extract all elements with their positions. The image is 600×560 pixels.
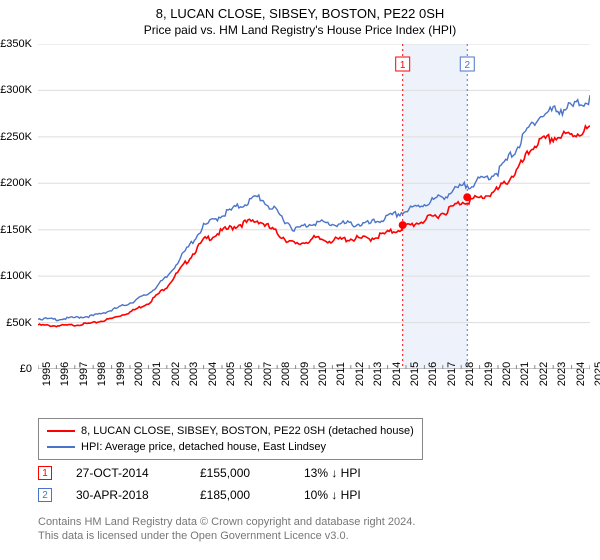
x-tick-label: 2017 <box>446 362 458 386</box>
x-tick-label: 2022 <box>538 362 550 386</box>
svg-text:2: 2 <box>464 60 470 71</box>
y-tick-label: £0 <box>20 363 32 375</box>
sale-price: £185,000 <box>200 488 280 502</box>
x-tick-label: 2014 <box>391 362 403 386</box>
x-tick-label: 2024 <box>575 362 587 386</box>
legend-swatch <box>47 446 75 448</box>
x-tick-label: 2004 <box>207 362 219 386</box>
attribution: Contains HM Land Registry data © Crown c… <box>38 515 415 543</box>
x-tick-label: 2015 <box>409 362 421 386</box>
y-tick-label: £250K <box>0 131 32 143</box>
legend: 8, LUCAN CLOSE, SIBSEY, BOSTON, PE22 0SH… <box>38 418 423 460</box>
x-tick-label: 2002 <box>170 362 182 386</box>
y-tick-label: £200K <box>0 177 32 189</box>
page-title: 8, LUCAN CLOSE, SIBSEY, BOSTON, PE22 0SH <box>0 0 600 21</box>
x-tick-label: 1995 <box>41 362 53 386</box>
x-tick-label: 1997 <box>78 362 90 386</box>
y-tick-label: £50K <box>6 317 32 329</box>
x-tick-label: 2018 <box>464 362 476 386</box>
sale-date: 27-OCT-2014 <box>76 466 176 480</box>
attribution-line: Contains HM Land Registry data © Crown c… <box>38 515 415 529</box>
legend-item: HPI: Average price, detached house, East… <box>47 439 414 455</box>
x-tick-label: 2009 <box>299 362 311 386</box>
x-tick-label: 2021 <box>519 362 531 386</box>
x-tick-label: 2013 <box>372 362 384 386</box>
sale-delta: 13% ↓ HPI <box>304 466 361 480</box>
x-tick-label: 1996 <box>59 362 71 386</box>
x-tick-label: 2010 <box>317 362 329 386</box>
x-tick-label: 2020 <box>501 362 513 386</box>
sale-marker: 2 <box>38 488 52 502</box>
svg-text:1: 1 <box>400 60 406 71</box>
sale-delta: 10% ↓ HPI <box>304 488 361 502</box>
x-tick-label: 2025 <box>593 362 600 386</box>
x-tick-label: 1999 <box>115 362 127 386</box>
legend-swatch <box>47 430 75 432</box>
page-subtitle: Price paid vs. HM Land Registry's House … <box>0 21 600 37</box>
legend-item: 8, LUCAN CLOSE, SIBSEY, BOSTON, PE22 0SH… <box>47 423 414 439</box>
table-row: 2 30-APR-2018 £185,000 10% ↓ HPI <box>38 484 361 506</box>
sale-price: £155,000 <box>200 466 280 480</box>
x-tick-label: 2016 <box>427 362 439 386</box>
y-tick-label: £350K <box>0 38 32 50</box>
x-tick-label: 2019 <box>483 362 495 386</box>
x-tick-label: 2005 <box>225 362 237 386</box>
y-tick-label: £100K <box>0 270 32 282</box>
line-chart: 12 <box>38 44 590 369</box>
table-row: 1 27-OCT-2014 £155,000 13% ↓ HPI <box>38 462 361 484</box>
x-tick-label: 2012 <box>354 362 366 386</box>
y-tick-label: £150K <box>0 224 32 236</box>
sale-date: 30-APR-2018 <box>76 488 176 502</box>
x-tick-label: 2023 <box>556 362 568 386</box>
x-tick-label: 2011 <box>335 362 347 386</box>
attribution-line: This data is licensed under the Open Gov… <box>38 529 415 543</box>
x-tick-label: 2007 <box>262 362 274 386</box>
x-tick-label: 2003 <box>188 362 200 386</box>
y-tick-label: £300K <box>0 84 32 96</box>
x-tick-label: 1998 <box>96 362 108 386</box>
chart-area: 12 £0£50K£100K£150K£200K£250K£300K£350K1… <box>38 44 590 369</box>
x-tick-label: 2008 <box>280 362 292 386</box>
sale-marker: 1 <box>38 466 52 480</box>
x-tick-label: 2001 <box>151 362 163 386</box>
x-tick-label: 2000 <box>133 362 145 386</box>
x-tick-label: 2006 <box>243 362 255 386</box>
legend-label: 8, LUCAN CLOSE, SIBSEY, BOSTON, PE22 0SH… <box>81 423 414 439</box>
legend-label: HPI: Average price, detached house, East… <box>81 439 326 455</box>
chart-container: 8, LUCAN CLOSE, SIBSEY, BOSTON, PE22 0SH… <box>0 0 600 560</box>
sales-table: 1 27-OCT-2014 £155,000 13% ↓ HPI 2 30-AP… <box>38 462 361 506</box>
